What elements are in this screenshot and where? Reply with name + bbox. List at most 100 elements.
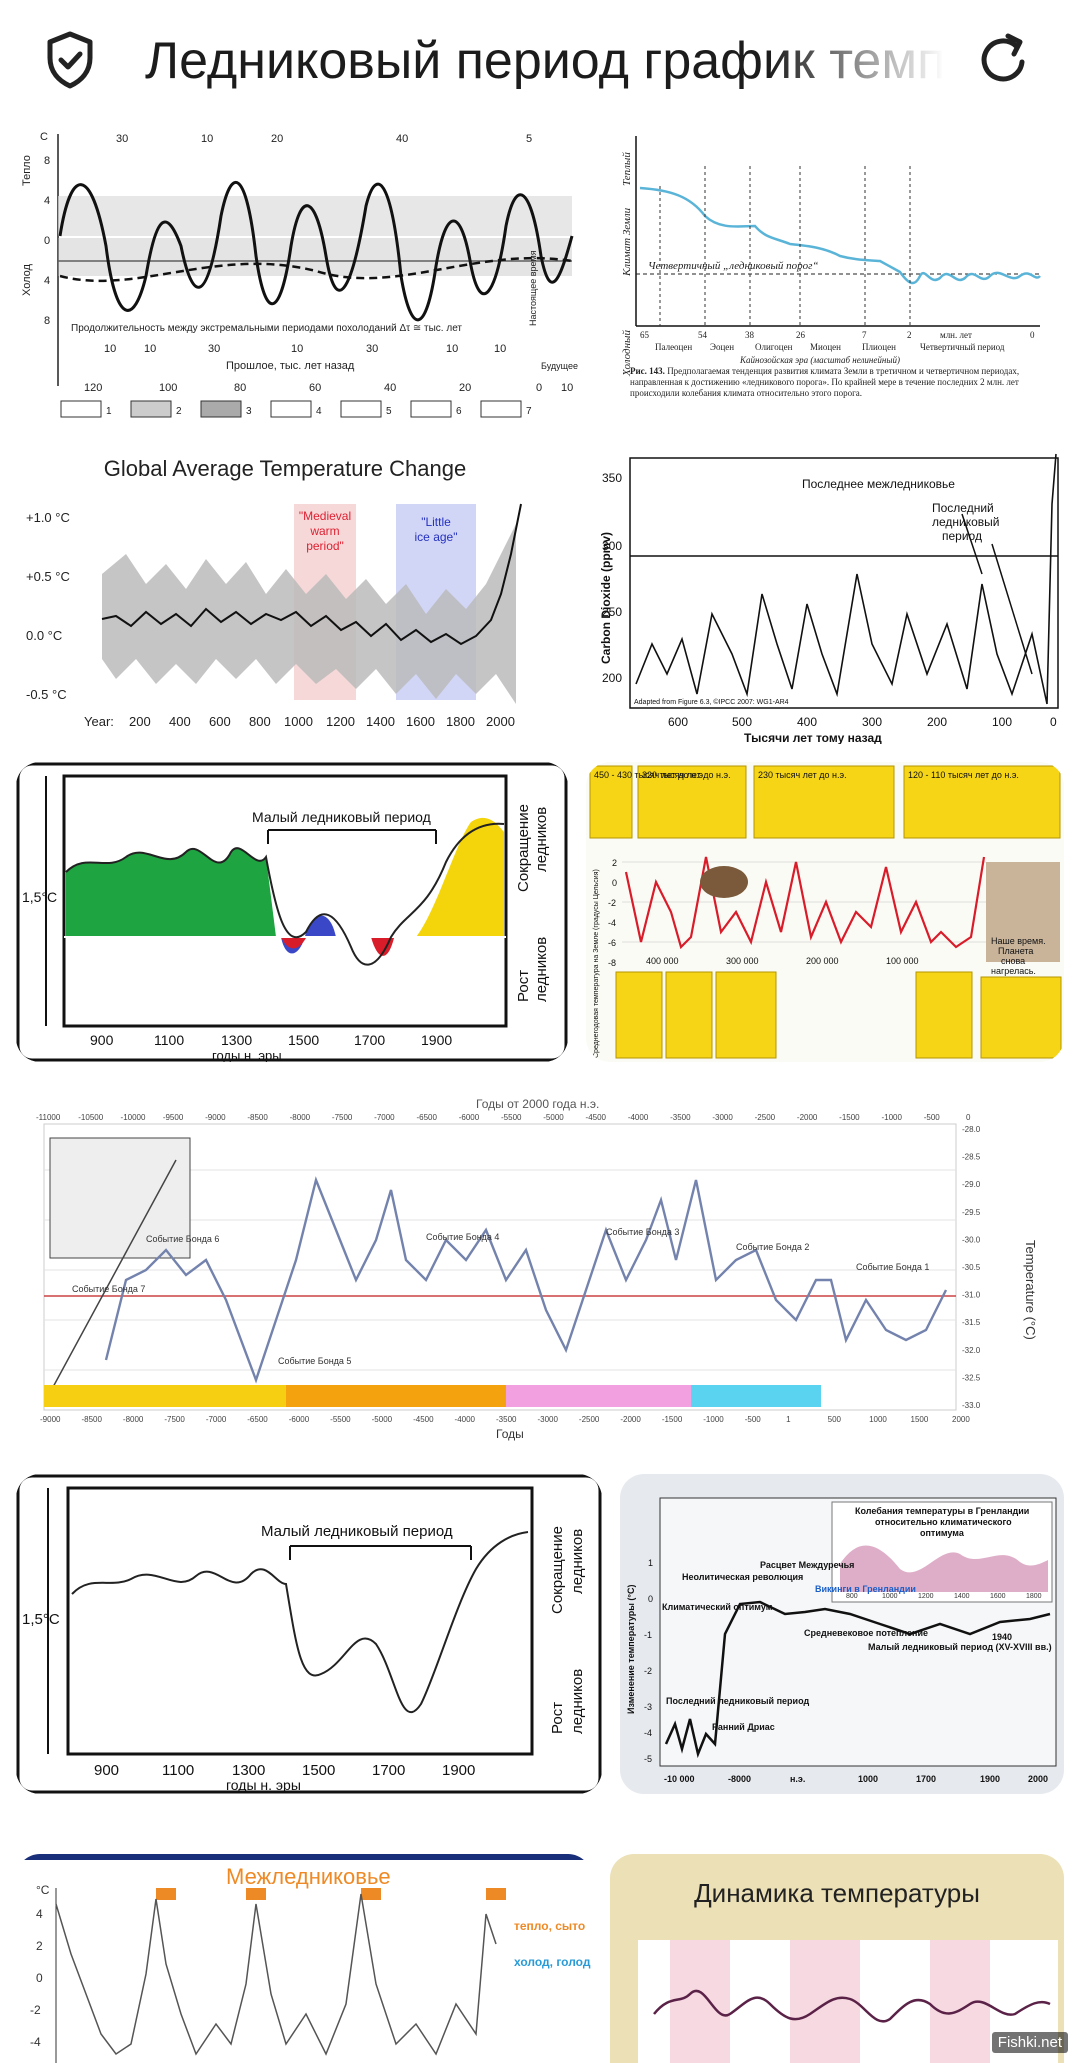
img2-cold: Холодный	[621, 330, 633, 377]
img4-xtick: 100	[992, 715, 1012, 729]
img8-xtick: 900	[94, 1762, 119, 1779]
img7-top-tick: -1500	[839, 1113, 860, 1122]
img3-xtick: 1200	[326, 714, 355, 729]
img2-caption-label: Рис. 143.	[630, 366, 665, 376]
img7-bottom-tick: -1500	[662, 1415, 683, 1424]
img1-span-b: 10	[144, 343, 156, 355]
img7-top-tick: -3000	[712, 1113, 733, 1122]
img10-unit: °C	[36, 1883, 50, 1897]
img2-epoch: Олигоцен	[755, 342, 793, 352]
img6-xtick: 400 000	[646, 956, 679, 966]
image-result-2[interactable]: Теплый Климат Земли Холодный Четвертичны…	[600, 126, 1064, 426]
img1-cold: Холод	[21, 263, 33, 296]
image-result-4[interactable]: Carbon Dioxide (ppmv) 350 300 250 200 60…	[572, 444, 1064, 744]
global-temperature-chart: Global Average Temperature Change +1.0 °…	[26, 456, 522, 729]
img5-xtick: 1700	[354, 1032, 385, 1048]
img5-ylabel: 1,5°C	[22, 889, 57, 905]
img1-legend: 3	[246, 406, 252, 417]
img7-bottom-tick: -1000	[703, 1415, 724, 1424]
img4-xtick: 400	[797, 715, 817, 729]
img1-legend: 2	[176, 406, 182, 417]
img2-epoch: Палеоцен	[655, 342, 692, 352]
img3-medieval: period"	[306, 539, 344, 553]
img3-medieval: "Medieval	[299, 509, 351, 523]
img1-tick: 0	[44, 235, 50, 247]
img2-tick: 0	[1030, 330, 1035, 340]
img7-top-tick: -4000	[628, 1113, 649, 1122]
image-result-3[interactable]: Global Average Temperature Change +1.0 °…	[16, 444, 554, 744]
img1-legend: 7	[526, 406, 532, 417]
img7-top-tick: -500	[924, 1113, 941, 1122]
img1-legend: 5	[386, 406, 392, 417]
img7-event: Событие Бонда 5	[278, 1356, 351, 1366]
img9-inset-tick: 1800	[1026, 1593, 1042, 1600]
img6-ytick: -2	[608, 898, 616, 908]
refresh-icon[interactable]	[972, 28, 1036, 92]
img7-top-tick: -8000	[290, 1113, 311, 1122]
img8-ylabel: 1,5°C	[22, 1611, 60, 1628]
search-query-title[interactable]: Ледниковый период график температуры	[145, 32, 945, 90]
img9-ytick: -1	[644, 1630, 652, 1640]
img7-top-tick: -7000	[374, 1113, 395, 1122]
img5-xtick: 1100	[154, 1032, 184, 1048]
img5-right-top: Сокращение	[515, 804, 532, 892]
img9-inset-tick: 1600	[990, 1593, 1006, 1600]
img7-top-tick: -10500	[78, 1113, 103, 1122]
img1-unit: С	[40, 131, 48, 143]
img4-annot1: Последнее межледниковье	[802, 477, 955, 491]
image-result-11[interactable]: Динамика температуры	[610, 1854, 1064, 2063]
img9-ytick: -5	[644, 1754, 652, 1764]
image-result-5[interactable]: Малый ледниковый период 1,5°C Сокращение…	[16, 762, 568, 1062]
img8-right-bottom: ледников	[569, 1669, 586, 1734]
img1-tick: 8	[44, 315, 50, 327]
image-result-10[interactable]: Межледниковье °C 4 2 0 -2 -4 тепло, сыто…	[16, 1854, 592, 2063]
img2-caption: Предполагаемая тенденция развития климат…	[630, 366, 1020, 387]
img9-inset-tick: 800	[846, 1593, 858, 1600]
img3-ytick: +0.5 °C	[26, 569, 70, 584]
img3-xtick: 1000	[284, 714, 313, 729]
img4-xtick: 200	[927, 715, 947, 729]
img4-ytick: 200	[602, 671, 622, 685]
img9-annot: Викинги в Гренландии	[815, 1584, 916, 1594]
img7-right-tick: -32.0	[962, 1346, 981, 1355]
img6-now: Наше время.	[991, 936, 1046, 946]
holocene-temperature-chart: Годы от 2000 года н.э. Событие Бонда 7 С…	[36, 1097, 1038, 1441]
img5-label: Малый ледниковый период	[252, 809, 431, 825]
img6-ytick: 0	[612, 878, 617, 888]
img7-top-tick: -5500	[501, 1113, 522, 1122]
img10-ytick: -2	[30, 2003, 41, 2017]
img1-span: 10	[201, 133, 213, 145]
img7-top-tick: -8500	[247, 1113, 268, 1122]
img6-now: Планета	[998, 946, 1033, 956]
img1-legend: 6	[456, 406, 462, 417]
image-result-9[interactable]: Колебания температуры в Гренландии относ…	[620, 1474, 1064, 1794]
img7-bottom-label: Годы	[496, 1427, 524, 1441]
img9-annot: Малый ледниковый период (XV-XVIII вв.)	[868, 1642, 1052, 1652]
img5-right-top: ледников	[533, 807, 550, 872]
img8-label: Малый ледниковый период	[261, 1523, 453, 1540]
image-result-7[interactable]: Годы от 2000 года н.э. Событие Бонда 7 С…	[16, 1080, 1064, 1456]
img2-epoch: Миоцен	[810, 342, 841, 352]
img9-xtick: -8000	[728, 1774, 751, 1784]
img7-right-label: Temperature (°C)	[1023, 1240, 1038, 1340]
img1-xtick: 120	[84, 382, 102, 394]
img7-event: Событие Бонда 4	[426, 1232, 499, 1242]
img6-xtick: 200 000	[806, 956, 839, 966]
img7-event: Событие Бонда 3	[606, 1227, 679, 1237]
img3-xtick: 600	[209, 714, 231, 729]
shield-check-icon[interactable]	[38, 28, 102, 92]
img8-xtick: 1900	[442, 1762, 475, 1779]
img1-span-b: 10	[104, 343, 116, 355]
img7-event: Событие Бонда 1	[856, 1262, 929, 1272]
img9-ytick: -2	[644, 1666, 652, 1676]
img9-inset-tick: 1000	[882, 1593, 898, 1600]
img4-annot2: ледниковый	[932, 515, 1000, 529]
img7-bottom-tick: -4000	[455, 1415, 476, 1424]
img1-caption: Продолжительность между экстремальными п…	[71, 323, 462, 334]
image-result-8[interactable]: Малый ледниковый период 1,5°C Сокращение…	[16, 1474, 602, 1794]
img2-tick: млн. лет	[940, 330, 972, 340]
img10-ytick: -4	[30, 2035, 41, 2049]
img7-bottom-tick: -7500	[164, 1415, 185, 1424]
image-result-1[interactable]: 8 4 0 4 8 С Тепло Холод 30 10 20 40 5 Пр…	[16, 126, 582, 426]
image-result-6[interactable]: 450 - 430 тысяч лет до н.э. 320 тысяч ле…	[586, 762, 1064, 1062]
